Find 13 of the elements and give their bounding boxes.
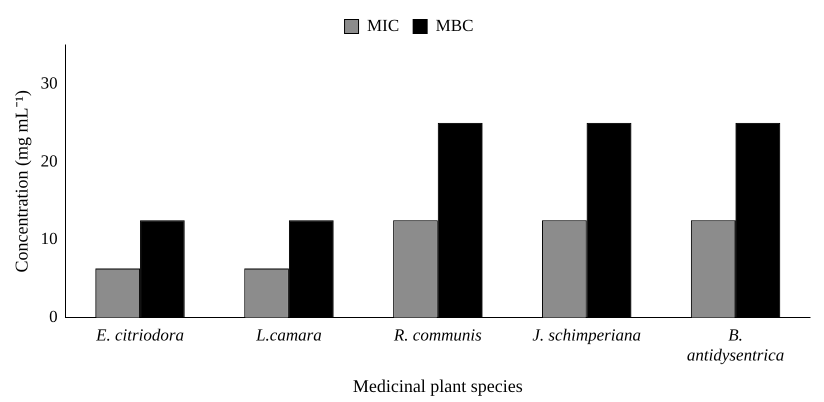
legend-label: MBC [436, 16, 474, 35]
x-tick-label: B. antidysentrica [686, 325, 784, 365]
x-tick-label: R. communis [392, 325, 482, 344]
y-tick-label: 30 [40, 73, 58, 92]
legend-label: MIC [367, 16, 400, 35]
y-tick-label: 0 [49, 307, 58, 326]
y-tick-label: 20 [40, 151, 58, 170]
x-tick-label: E. citriodora [95, 325, 184, 344]
x-tick-label: L.camara [255, 325, 322, 344]
y-tick-label: 10 [40, 229, 58, 248]
y-axis-title: Concentration (mg mL⁻¹) [12, 90, 32, 272]
x-tick-label: J. schimperiana [532, 325, 641, 344]
x-axis-title: Medicinal plant species [352, 376, 523, 396]
